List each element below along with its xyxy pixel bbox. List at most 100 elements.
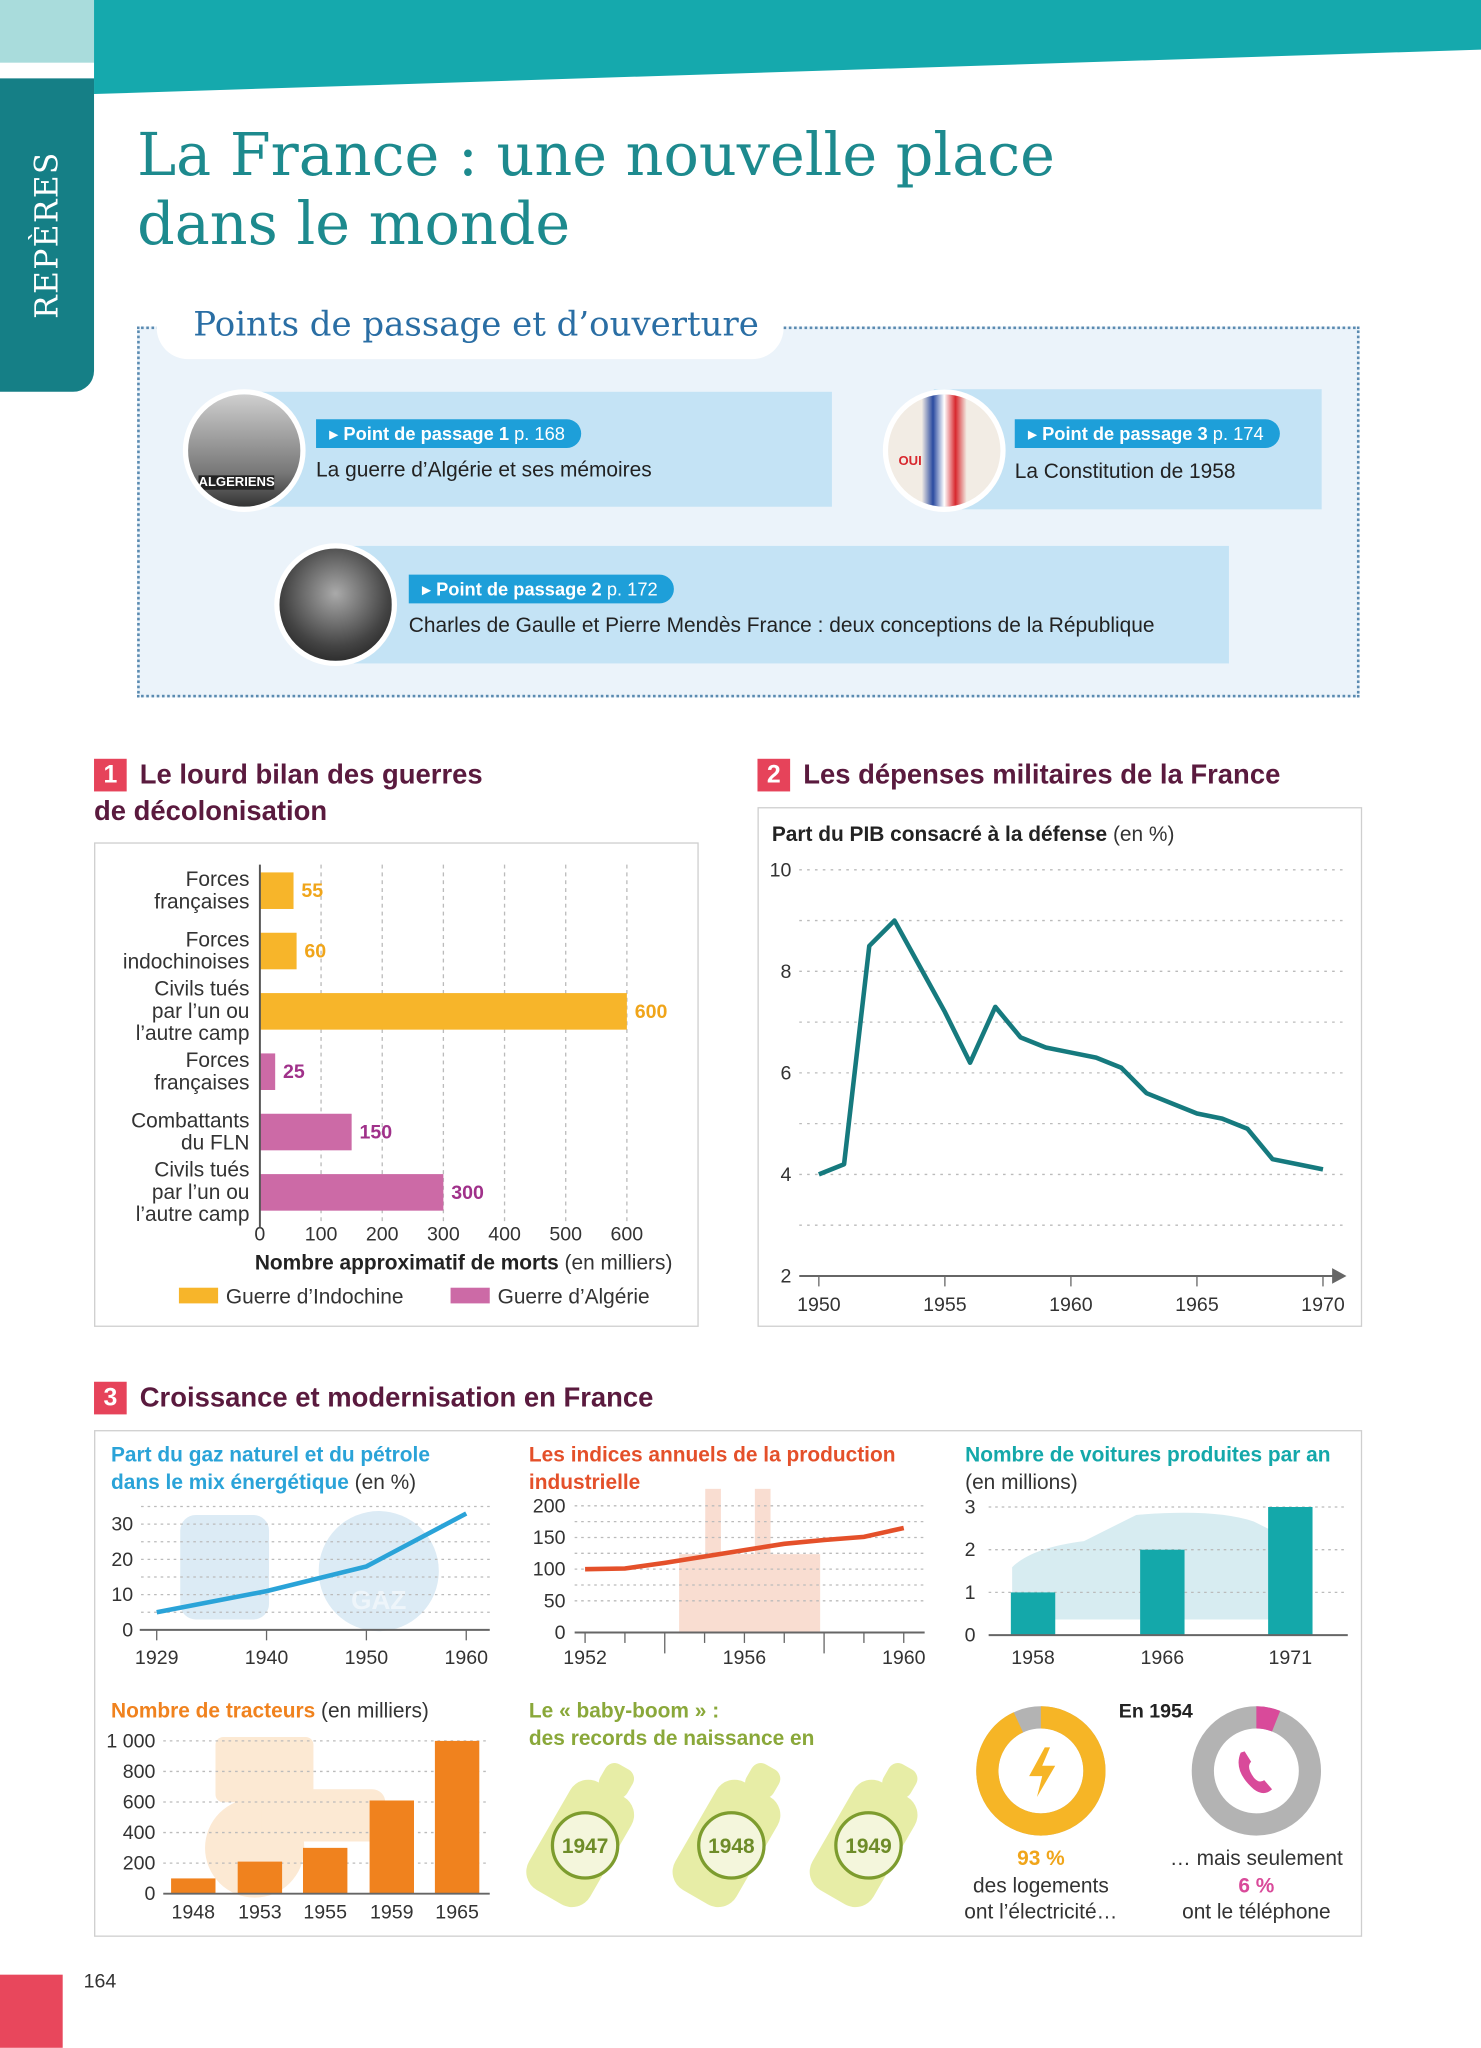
category-label: l’autre camp	[136, 1203, 250, 1226]
y-tick-label: 50	[544, 1590, 566, 1612]
doc3-title: 3 Croissance et modernisation en France	[94, 1380, 653, 1417]
electricity-donut-slice	[976, 1706, 1106, 1836]
category-label: françaises	[154, 890, 249, 913]
y-tick-label: 2	[781, 1265, 792, 1287]
passage-3-label: Point de passage 3	[1042, 423, 1208, 445]
category-label: Civils tués	[154, 978, 249, 1001]
tractor-body-background-icon	[261, 1789, 386, 1842]
x-tick-label: 1971	[1269, 1647, 1313, 1669]
babyboom-title-line2: des records de naissance en	[529, 1727, 814, 1750]
photo-de-gaulle-mendes-france	[274, 543, 398, 667]
chart-title-part-1: (en milliers)	[315, 1699, 429, 1722]
y-tick-label: 0	[555, 1622, 566, 1644]
telephone-donut-slice	[1191, 1706, 1322, 1836]
x-axis-label: Nombre approximatif de morts (en millier…	[255, 1251, 673, 1274]
axis-arrow-icon	[1332, 1268, 1347, 1284]
x-tick-label: 200	[366, 1224, 399, 1246]
page-title-line1: La France : une nouvelle place	[137, 120, 1055, 190]
y-tick-label: 20	[111, 1549, 133, 1571]
y-tick-label: 200	[533, 1495, 566, 1517]
chart-title-line1: Part du gaz naturel et du pétrole	[111, 1443, 430, 1466]
category-label: Forces	[186, 868, 250, 891]
doc1-title: 1 Le lourd bilan des guerres de décolonis…	[94, 757, 483, 830]
x-tick-label: 1965	[1175, 1294, 1219, 1316]
legend-label-indochine: Guerre d’Indochine	[226, 1285, 404, 1308]
photo-algeria-protest: ALGERIENS	[182, 389, 306, 512]
bar	[302, 1847, 348, 1894]
x-tick-label: 1960	[1049, 1294, 1093, 1316]
bar-value-label: 600	[635, 1001, 668, 1023]
y-tick-label: 100	[533, 1559, 566, 1581]
x-tick-label: 1960	[882, 1647, 926, 1669]
doc2-number: 2	[757, 758, 791, 792]
electricity-text-line1: des logements	[973, 1874, 1109, 1897]
babyboom-year: 1949	[845, 1835, 891, 1858]
y-tick-label: 4	[781, 1164, 792, 1186]
x-axis-label-part-1: (en milliers)	[559, 1251, 673, 1274]
telephone-text-before: … mais seulement	[1170, 1847, 1343, 1870]
y-tick-label: 10	[111, 1584, 133, 1606]
page-title-line2: dans le monde	[137, 189, 571, 259]
y-tick-label: 10	[770, 859, 792, 881]
passage-card-1[interactable]: ▸ Point de passage 1 p. 168 La guerre d’…	[235, 391, 832, 507]
chart-title-line2-part-1: (en %)	[349, 1471, 416, 1494]
passage-2-label: Point de passage 2	[436, 578, 602, 600]
x-tick-label: 1956	[723, 1647, 767, 1669]
doc3-title-text: Croissance et modernisation en France	[139, 1383, 654, 1414]
page-number: 164	[83, 1970, 117, 1993]
top-banner	[0, 0, 1481, 95]
y-tick-label: 200	[123, 1853, 156, 1875]
telephone-icon	[1238, 1751, 1273, 1794]
bottle-teat	[882, 1763, 918, 1799]
x-tick-label: 1950	[345, 1647, 389, 1669]
doc1-title-line2: de décolonisation	[94, 796, 328, 827]
passage-card-2[interactable]: ▸ Point de passage 2 p. 172 Charles de G…	[333, 545, 1229, 664]
electricity-percent: 93 %	[1017, 1847, 1065, 1870]
doc1-number: 1	[94, 758, 127, 792]
chimney-background-icon	[705, 1488, 721, 1568]
year-circle	[697, 1811, 766, 1880]
x-tick-label: 1955	[303, 1902, 347, 1924]
factory-background-icon	[679, 1554, 821, 1633]
banner-stripe	[94, 0, 1481, 95]
equipment-heading: En 1954	[1119, 1700, 1193, 1722]
year-circle	[550, 1811, 620, 1880]
y-tick-label: 1	[965, 1582, 976, 1604]
category-label: par l’un ou	[152, 1181, 249, 1204]
x-tick-label: 1970	[1301, 1294, 1345, 1316]
y-tick-label: 150	[533, 1527, 566, 1549]
x-tick-label: 1965	[435, 1902, 479, 1924]
bar-value-label: 60	[304, 941, 326, 963]
x-tick-label: 100	[305, 1224, 338, 1246]
gas-label: GAZ	[351, 1585, 406, 1615]
passage-3-link[interactable]: ▸ Point de passage 3 p. 174	[1014, 419, 1280, 448]
doc2-title-text: Les dépenses militaires de la France	[803, 760, 1281, 791]
y-tick-label: 2	[965, 1539, 976, 1561]
category-label: Civils tués	[154, 1159, 249, 1182]
photo-caption: ALGERIENS	[198, 475, 275, 490]
chart-title-line2-part-0: dans le mix énergétique	[111, 1471, 349, 1494]
bar	[1140, 1549, 1185, 1636]
x-tick-label: 1959	[370, 1902, 414, 1924]
heading-text: Points de passage et d’ouverture	[193, 305, 759, 345]
electricity-text-line2: ont l’électricité…	[964, 1901, 1117, 1924]
bottle-teat	[745, 1763, 781, 1799]
photo-referendum-poster: OUI	[882, 389, 1006, 512]
doc3-number: 3	[94, 1381, 127, 1415]
babyboom-year: 1947	[562, 1835, 608, 1858]
side-tab: REPÈRES	[0, 78, 95, 392]
chart-title-part-1: (en %)	[1107, 823, 1174, 846]
passage-2-link[interactable]: ▸ Point de passage 2 p. 172	[408, 574, 674, 604]
y-tick-label: 0	[122, 1619, 133, 1641]
telephone-donut-remainder	[1191, 1706, 1322, 1836]
passage-3-page: p. 174	[1212, 423, 1264, 445]
category-label: Combattants	[131, 1109, 249, 1132]
bar	[171, 1878, 216, 1894]
passage-1-link[interactable]: ▸ Point de passage 1 p. 168	[316, 419, 581, 448]
category-label: l’autre camp	[136, 1022, 250, 1045]
series-line	[818, 918, 1324, 1177]
legend-swatch-algerie	[450, 1287, 490, 1304]
x-tick-label: 0	[254, 1224, 265, 1246]
category-label: du FLN	[181, 1132, 249, 1155]
